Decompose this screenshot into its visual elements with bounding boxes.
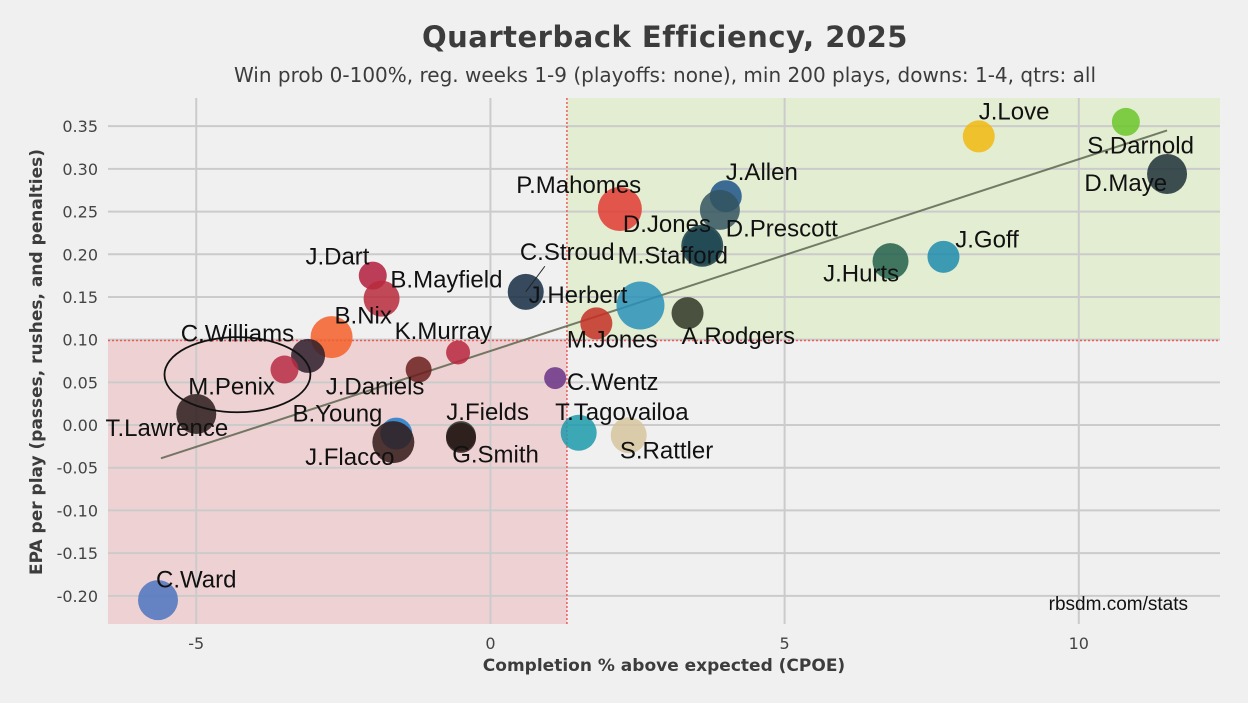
qb-label: B.Nix <box>335 302 392 329</box>
qb-label: P.Mahomes <box>516 172 641 199</box>
y-tick-label: 0.05 <box>62 373 98 392</box>
y-tick-label: 0.20 <box>62 245 98 264</box>
qb-label: J.Herbert <box>529 282 628 309</box>
y-tick-label: -0.20 <box>57 587 98 606</box>
qb-label: M.Penix <box>188 373 275 400</box>
gridlines <box>108 98 1220 624</box>
trendline-group <box>160 129 1168 460</box>
qb-point <box>544 367 567 390</box>
qb-point <box>1111 107 1140 136</box>
qb-label: D.Jones <box>623 211 711 238</box>
qb-point <box>291 338 326 373</box>
qb-label: J.Love <box>979 98 1050 125</box>
y-tick-label: -0.05 <box>57 459 98 478</box>
qb-label: C.Wentz <box>567 369 659 396</box>
y-tick-label: 0.00 <box>62 416 98 435</box>
qb-point <box>872 243 909 280</box>
chart-title: Quarterback Efficiency, 2025 <box>421 20 908 54</box>
x-tick-label: -5 <box>188 634 204 653</box>
highlight-ellipse <box>163 336 312 414</box>
chart-subtitle: Win prob 0-100%, reg. weeks 1-9 (playoff… <box>233 63 1097 87</box>
y-tick-label: 0.10 <box>62 331 98 350</box>
qb-point <box>927 240 960 273</box>
qb-point <box>580 307 613 340</box>
y-tick-label: 0.35 <box>62 117 98 136</box>
qb-point <box>616 281 665 330</box>
qb-label: K.Murray <box>395 318 492 345</box>
qb-label: C.Williams <box>181 320 294 347</box>
qb-label: G.Smith <box>452 442 539 469</box>
qb-point <box>671 297 704 330</box>
qb-point <box>405 356 432 383</box>
qb-label: T.Tagovailoa <box>555 399 689 426</box>
qb-point <box>363 280 400 317</box>
qb-label: J.Goff <box>955 226 1019 253</box>
qb-point <box>560 414 597 451</box>
x-tick-label: 10 <box>1069 634 1089 653</box>
x-tick-label: 0 <box>485 634 495 653</box>
qb-point <box>138 580 179 621</box>
y-axis-label: EPA per play (passes, rushes, and penalt… <box>27 149 47 575</box>
qb-label: J.Daniels <box>326 373 425 400</box>
qb-point <box>270 355 299 384</box>
x-tick-label: 5 <box>780 634 790 653</box>
qb-label: T.Lawrence <box>105 415 228 442</box>
qb-point <box>610 417 647 454</box>
y-tick-label: 0.15 <box>62 288 98 307</box>
qb-label: M.Stafford <box>618 243 728 270</box>
qb-label: A.Rodgers <box>682 323 795 350</box>
qb-label: S.Rattler <box>620 437 713 464</box>
qb-point <box>1147 153 1188 194</box>
qb-label: B.Young <box>293 401 383 428</box>
y-tick-label: -0.15 <box>57 544 98 563</box>
qb-label: J.Fields <box>446 399 529 426</box>
tick-labels: -5 0 5 10 0.35 0.30 0.25 0.20 0.15 0.10 0.05 0.00 -0… <box>57 117 1089 653</box>
qb-point <box>372 421 415 464</box>
trendline <box>160 129 1168 460</box>
qb-point <box>962 120 995 153</box>
qb-label: B.Mayfield <box>390 267 502 294</box>
watermark-text: rbsdm.com/stats <box>1049 594 1188 615</box>
qb-label: J.Dart <box>305 244 369 271</box>
y-tick-label: 0.30 <box>62 160 98 179</box>
qb-label: D.Prescott <box>726 215 838 242</box>
y-tick-label: -0.10 <box>57 501 98 520</box>
qb-point <box>699 189 740 230</box>
qb-label: J.Flacco <box>305 444 394 471</box>
qb-label: S.Darnold <box>1087 133 1194 160</box>
qb-label: C.Ward <box>156 566 236 593</box>
qb-label: D.Maye <box>1084 170 1167 197</box>
x-axis-label: Completion % above expected (CPOE) <box>483 656 845 676</box>
qb-point <box>597 187 642 232</box>
qb-label: C.Stroud <box>520 239 615 266</box>
label-leader-line <box>525 265 546 293</box>
qb-label: M.Jones <box>567 326 658 353</box>
qb-point <box>446 422 477 453</box>
qb-point <box>176 393 217 434</box>
point-labels: J.Love S.Darnold D.Maye J.Allen P.Mahomes D.J… <box>105 98 1193 593</box>
data-points <box>138 107 1188 621</box>
qb-point <box>446 340 471 365</box>
qb-label: J.Allen <box>726 159 798 186</box>
qb-point <box>683 226 722 265</box>
qb-label: J.Hurts <box>823 261 899 288</box>
y-tick-label: 0.25 <box>62 203 98 222</box>
